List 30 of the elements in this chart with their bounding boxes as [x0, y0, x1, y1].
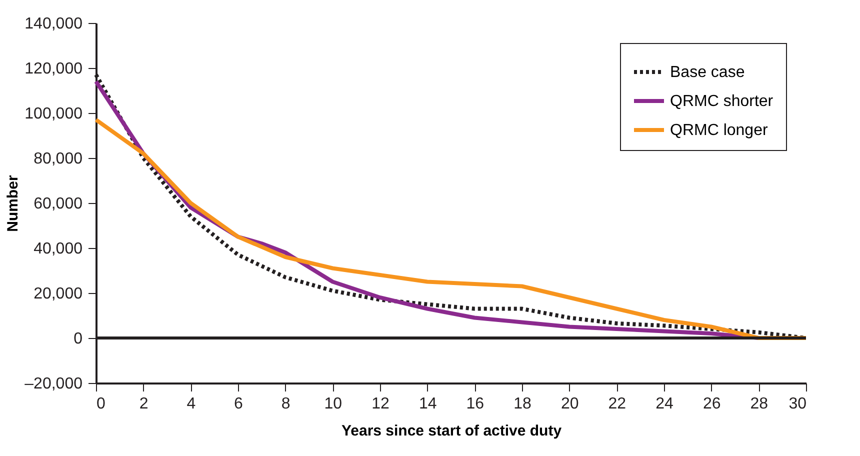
legend-label: QRMC shorter: [670, 93, 774, 110]
y-tick-label: 120,000: [24, 60, 83, 78]
y-tick-label: 0: [74, 330, 83, 348]
x-tick-label: 12: [372, 396, 390, 412]
x-tick-label: 16: [466, 396, 484, 412]
y-tick-label: 80,000: [34, 150, 83, 168]
y-axis-title: Number: [4, 175, 22, 232]
x-tick-label: 24: [656, 396, 674, 412]
y-tick-label: 140,000: [24, 16, 83, 32]
x-tick-label: 28: [750, 396, 768, 412]
x-tick-label: 2: [139, 396, 148, 412]
x-tick-label: 22: [608, 396, 626, 412]
legend-label: Base case: [670, 64, 745, 81]
x-tick-label: 0: [96, 396, 106, 412]
x-tick-label: 10: [324, 396, 342, 412]
x-tick-label: 4: [186, 396, 196, 412]
x-tick-label: 20: [560, 396, 579, 412]
x-tick-label: 6: [234, 396, 244, 412]
y-tick-label: 100,000: [24, 106, 83, 122]
y-tick-label: –20,000: [24, 376, 83, 392]
x-tick-label: 26: [702, 396, 721, 412]
legend-label: QRMC longer: [670, 122, 768, 139]
x-axis-title: Years since start of active duty: [341, 422, 562, 440]
y-tick-label: 20,000: [34, 286, 83, 302]
x-tick-label: 30: [788, 396, 807, 412]
x-tick-label: 8: [281, 396, 290, 412]
x-tick-label: 18: [514, 396, 532, 412]
y-tick-label: 60,000: [34, 196, 83, 212]
x-tick-label: 14: [418, 396, 437, 412]
y-tick-label: 40,000: [34, 240, 83, 258]
